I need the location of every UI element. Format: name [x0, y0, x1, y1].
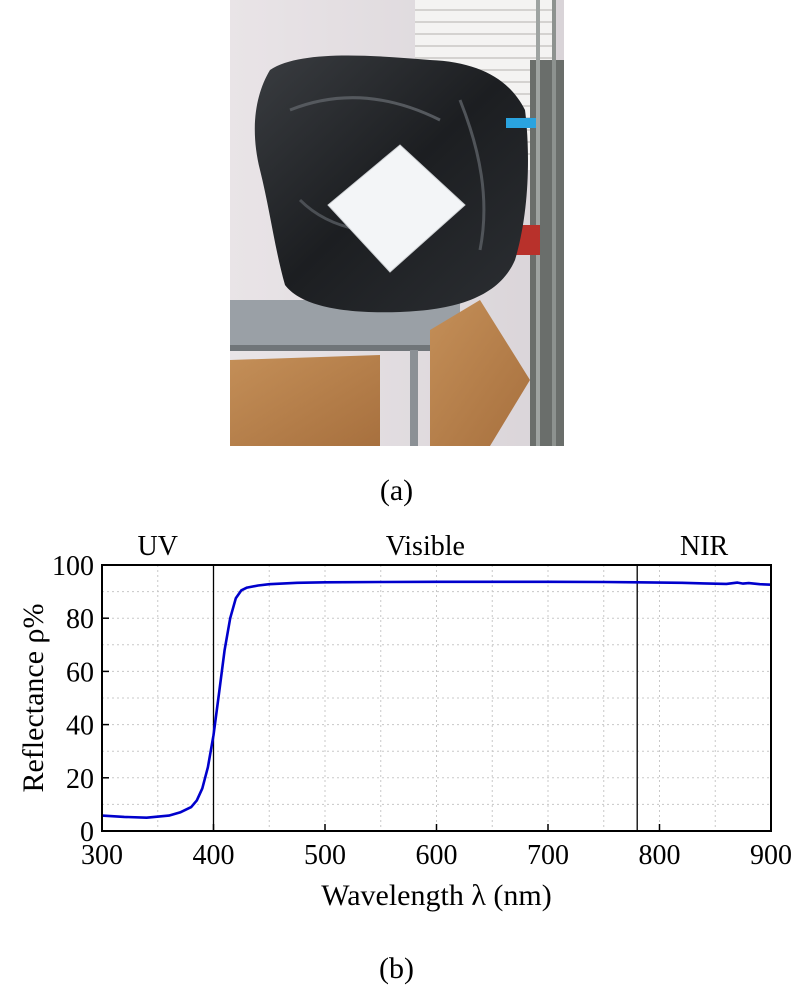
region-label: UV — [138, 531, 178, 562]
caption-b: (b) — [379, 952, 414, 985]
x-tick-label: 400 — [193, 840, 235, 871]
y-tick-label: 60 — [66, 657, 94, 688]
y-tick-label: 100 — [52, 551, 94, 582]
x-tick-label: 900 — [750, 840, 792, 871]
x-tick-label: 600 — [416, 840, 458, 871]
region-label: Visible — [386, 531, 465, 562]
x-tick-label: 500 — [304, 840, 346, 871]
y-tick-label: 80 — [66, 604, 94, 635]
x-tick-label: 300 — [81, 840, 123, 871]
region-boundaries — [212, 565, 638, 831]
y-tick-label: 20 — [66, 764, 94, 795]
x-axis-label: Wavelength λ (nm) — [321, 879, 551, 912]
reflectance-series — [101, 580, 772, 820]
y-tick-label: 40 — [66, 711, 94, 742]
photo-reflectance-target — [230, 0, 564, 446]
y-axis-label: Reflectance ρ% — [17, 603, 50, 792]
axis-ticks: 300 400 500 600 700 800 900 0 20 40 60 80 100 — [52, 551, 792, 871]
x-tick-label: 700 — [527, 840, 569, 871]
caption-a: (a) — [379, 474, 414, 507]
x-tick-label: 800 — [639, 840, 681, 871]
y-tick-label: 0 — [80, 817, 94, 848]
region-labels: UV Visible NIR — [138, 531, 729, 562]
reflectance-chart: 300 400 500 600 700 800 900 0 20 40 60 80 100 UV Visi… — [17, 531, 792, 912]
reflectance-line — [101, 580, 772, 820]
region-label: NIR — [680, 531, 729, 562]
